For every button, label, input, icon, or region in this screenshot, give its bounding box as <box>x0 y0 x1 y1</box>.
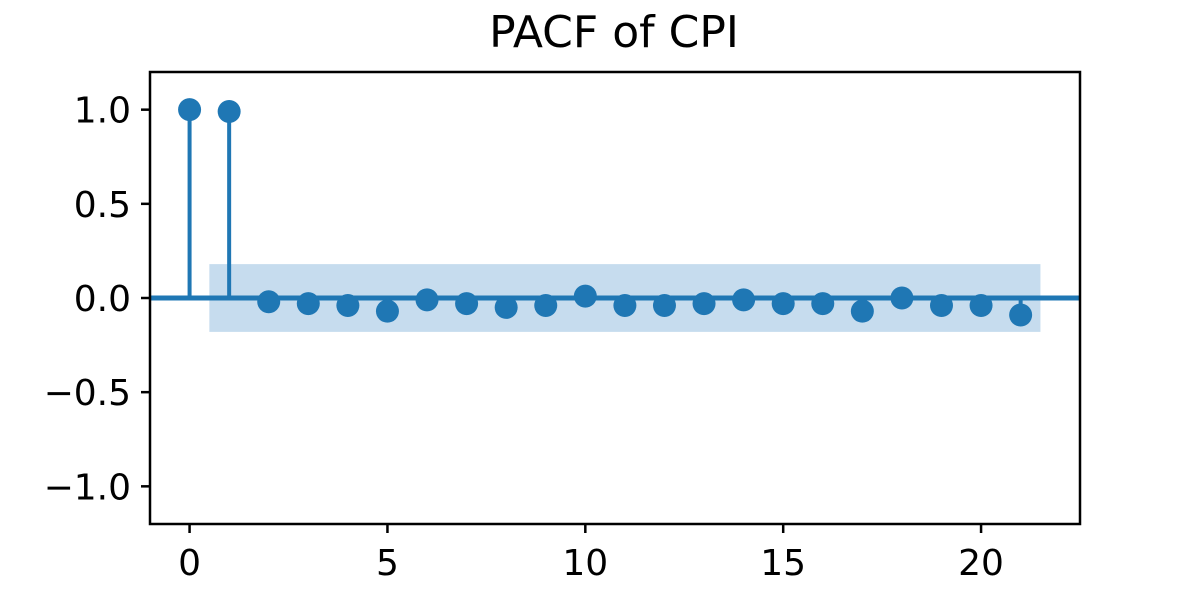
marker-lag-14 <box>732 288 756 312</box>
marker-lag-7 <box>455 292 479 316</box>
y-tick-label: −1.0 <box>44 467 131 508</box>
y-tick-label: 0.0 <box>74 279 131 320</box>
marker-lag-15 <box>771 292 795 316</box>
marker-lag-17 <box>850 299 874 323</box>
x-tick-label: 5 <box>376 543 399 584</box>
marker-lag-13 <box>692 292 716 316</box>
x-tick-label: 10 <box>562 543 608 584</box>
marker-lag-8 <box>494 295 518 319</box>
markers-layer <box>178 98 1033 327</box>
marker-lag-12 <box>652 294 676 318</box>
chart-title: PACF of CPI <box>489 7 739 58</box>
marker-lag-1 <box>217 100 241 124</box>
marker-lag-9 <box>534 294 558 318</box>
y-tick-label: 1.0 <box>74 91 131 132</box>
marker-lag-21 <box>1009 303 1033 327</box>
marker-lag-0 <box>178 98 202 122</box>
x-tick-label: 20 <box>958 543 1004 584</box>
marker-lag-11 <box>613 294 637 318</box>
marker-lag-10 <box>573 284 597 308</box>
marker-lag-16 <box>811 292 835 316</box>
y-tick-label: −0.5 <box>44 373 131 414</box>
y-axis: 1.0 0.5 0.0 −0.5 −1.0 <box>44 91 150 508</box>
y-tick-label: 0.5 <box>74 185 131 226</box>
x-axis: 0 5 10 15 20 <box>178 524 1004 584</box>
x-tick-label: 15 <box>760 543 806 584</box>
marker-lag-6 <box>415 288 439 312</box>
marker-lag-18 <box>890 286 914 310</box>
marker-lag-2 <box>257 290 281 314</box>
marker-lag-20 <box>969 294 993 318</box>
marker-lag-4 <box>336 294 360 318</box>
x-tick-label: 0 <box>178 543 201 584</box>
marker-lag-3 <box>296 292 320 316</box>
marker-lag-5 <box>375 299 399 323</box>
marker-lag-19 <box>929 294 953 318</box>
